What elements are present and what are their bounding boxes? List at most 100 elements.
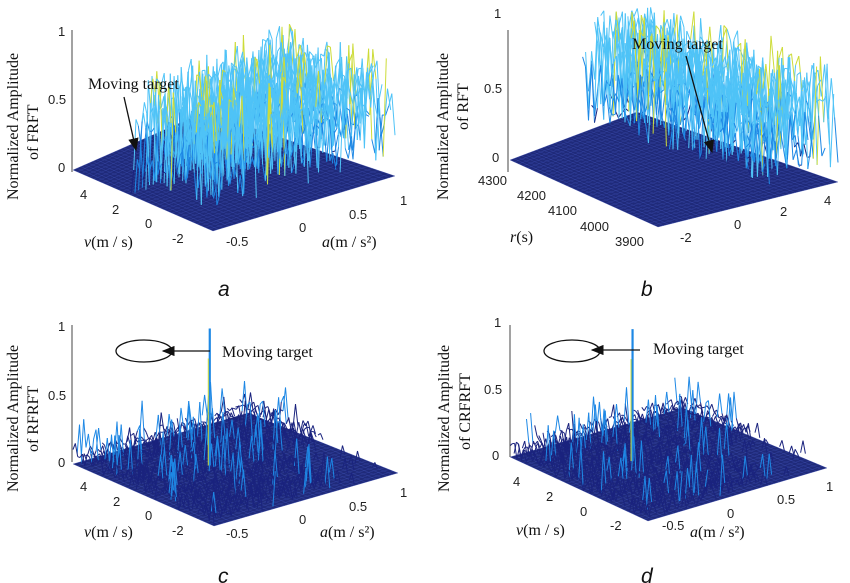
annotation-arrow-a <box>123 96 139 152</box>
surface-ridge-a <box>302 98 307 108</box>
surface-ridge-c <box>285 443 290 452</box>
surface-ridge-a <box>191 109 195 173</box>
surface-ridge-a <box>193 172 198 200</box>
mesh-line-a <box>181 121 363 186</box>
surface-ridge-b <box>778 46 783 58</box>
surface-ridge-d <box>800 440 804 453</box>
surface-ridge-a <box>273 92 277 115</box>
surface-ridge-b <box>806 72 811 122</box>
surface-ridge-b <box>615 111 620 119</box>
surface-ridge-c <box>199 454 203 456</box>
mesh-line-b <box>605 157 768 204</box>
surface-ridge-a <box>270 113 275 124</box>
surface-ridge-a <box>294 92 298 96</box>
surface-ridge-b <box>761 163 766 173</box>
surface-ridge-b <box>639 30 643 77</box>
surface-ridge-a <box>236 129 240 177</box>
surface-ridge-a <box>186 144 190 166</box>
surface-ridge-a <box>198 123 202 205</box>
surface-ridge-c <box>249 402 253 441</box>
surface-ridge-b <box>739 109 744 113</box>
surface-ridge-a <box>178 78 182 90</box>
annotation-c: Moving target <box>222 344 313 361</box>
surface-ridge-b <box>591 51 596 80</box>
surface-ridge-b <box>730 80 735 119</box>
surface-ridge-b <box>793 83 798 125</box>
surface-ridge-a <box>215 141 220 197</box>
surface-ridge-c <box>312 425 316 435</box>
surface-ridge-a <box>175 108 179 159</box>
surface-ridge-a <box>266 94 270 176</box>
surface-ridge-b <box>819 98 824 102</box>
surface-ridge-a <box>229 169 234 185</box>
surface-ridge-b <box>726 29 731 41</box>
surface-ridge-a <box>198 102 202 107</box>
mesh-line-b <box>618 118 812 189</box>
surface-ridge-b <box>620 93 625 112</box>
y-axis-label-a: a(m / s²) <box>322 234 377 251</box>
mesh-line-a <box>204 171 384 228</box>
surface-ridge-a <box>220 122 224 129</box>
surface-ridge-a <box>358 75 363 104</box>
surface-ridge-a <box>151 160 156 181</box>
panel-d: 1 0.5 0 Normalized Amplitude of CRFRFT 4… <box>436 315 833 583</box>
surface-ridge-a <box>228 99 232 103</box>
surface-ridge-a <box>326 90 331 150</box>
surface-ridge-c <box>194 418 198 428</box>
surface-ridge-c <box>210 437 214 443</box>
surface-ridge-b <box>706 54 711 58</box>
surface-ridge-a <box>179 106 183 175</box>
surface-ridge-a <box>257 133 261 136</box>
surface-ridge-b <box>808 81 813 140</box>
surface-ridge-c <box>290 460 294 464</box>
surface-ridge-a <box>251 58 255 81</box>
surface-ridge-b <box>733 30 738 40</box>
surface-ridge-a <box>279 109 283 128</box>
surface-ridge-a <box>306 58 311 78</box>
surface-ridge-b <box>617 75 622 94</box>
surface-ridge-c <box>293 427 297 441</box>
surface-ridge-a <box>376 60 381 118</box>
surface-ridge-d <box>708 404 713 410</box>
surface-ridge-b <box>781 109 786 145</box>
surface-ridge-c <box>235 405 239 408</box>
surface-ridge-c <box>160 412 165 429</box>
surface-ridge-b <box>596 32 601 109</box>
surface-ridge-a <box>379 117 384 157</box>
surface-ridge-c <box>222 411 226 440</box>
surface-ridge-c <box>278 397 282 430</box>
surface-ridge-b <box>603 80 607 107</box>
surface-ridge-a <box>353 67 358 92</box>
surface-ridge-a <box>309 134 314 168</box>
surface-ridge-a <box>231 101 235 168</box>
z-tick-c-05: 0.5 <box>48 388 66 403</box>
mesh-line-b <box>592 128 775 199</box>
surface-ridge-b <box>680 15 685 28</box>
surface-ridge-b <box>683 58 688 105</box>
surface-ridge-a <box>177 154 181 168</box>
surface-ridge-b <box>653 46 658 88</box>
surface-ridge-a <box>174 102 178 128</box>
surface-ridge-c <box>203 422 207 432</box>
surface-ridge-b <box>700 72 705 105</box>
z-label-a-line1: Normalized Amplitude <box>5 53 22 200</box>
surface-ridge-c <box>239 399 243 404</box>
mesh-line-b <box>657 181 839 228</box>
surface-ridge-c <box>270 430 274 443</box>
surface-ridge-a <box>185 163 189 181</box>
surface-ridge-c <box>351 472 355 485</box>
surface-ridge-b <box>719 37 724 52</box>
surface-ridge-a <box>371 139 376 154</box>
surface-ridge-b <box>686 30 691 40</box>
surface-ridge-b <box>787 53 792 58</box>
surface-ridge-a <box>332 152 337 168</box>
surface-ridge-a <box>262 60 267 92</box>
surface-ridge-a <box>330 97 335 132</box>
surface-ridge-c <box>224 423 228 430</box>
surface-ridge-a <box>256 106 261 122</box>
surface-ridge-c <box>233 426 238 434</box>
surface-ridge-a <box>213 102 217 142</box>
surface-ridge-a <box>277 88 281 95</box>
surface-ridge-a <box>292 84 296 88</box>
surface-ridge-b <box>717 65 722 150</box>
